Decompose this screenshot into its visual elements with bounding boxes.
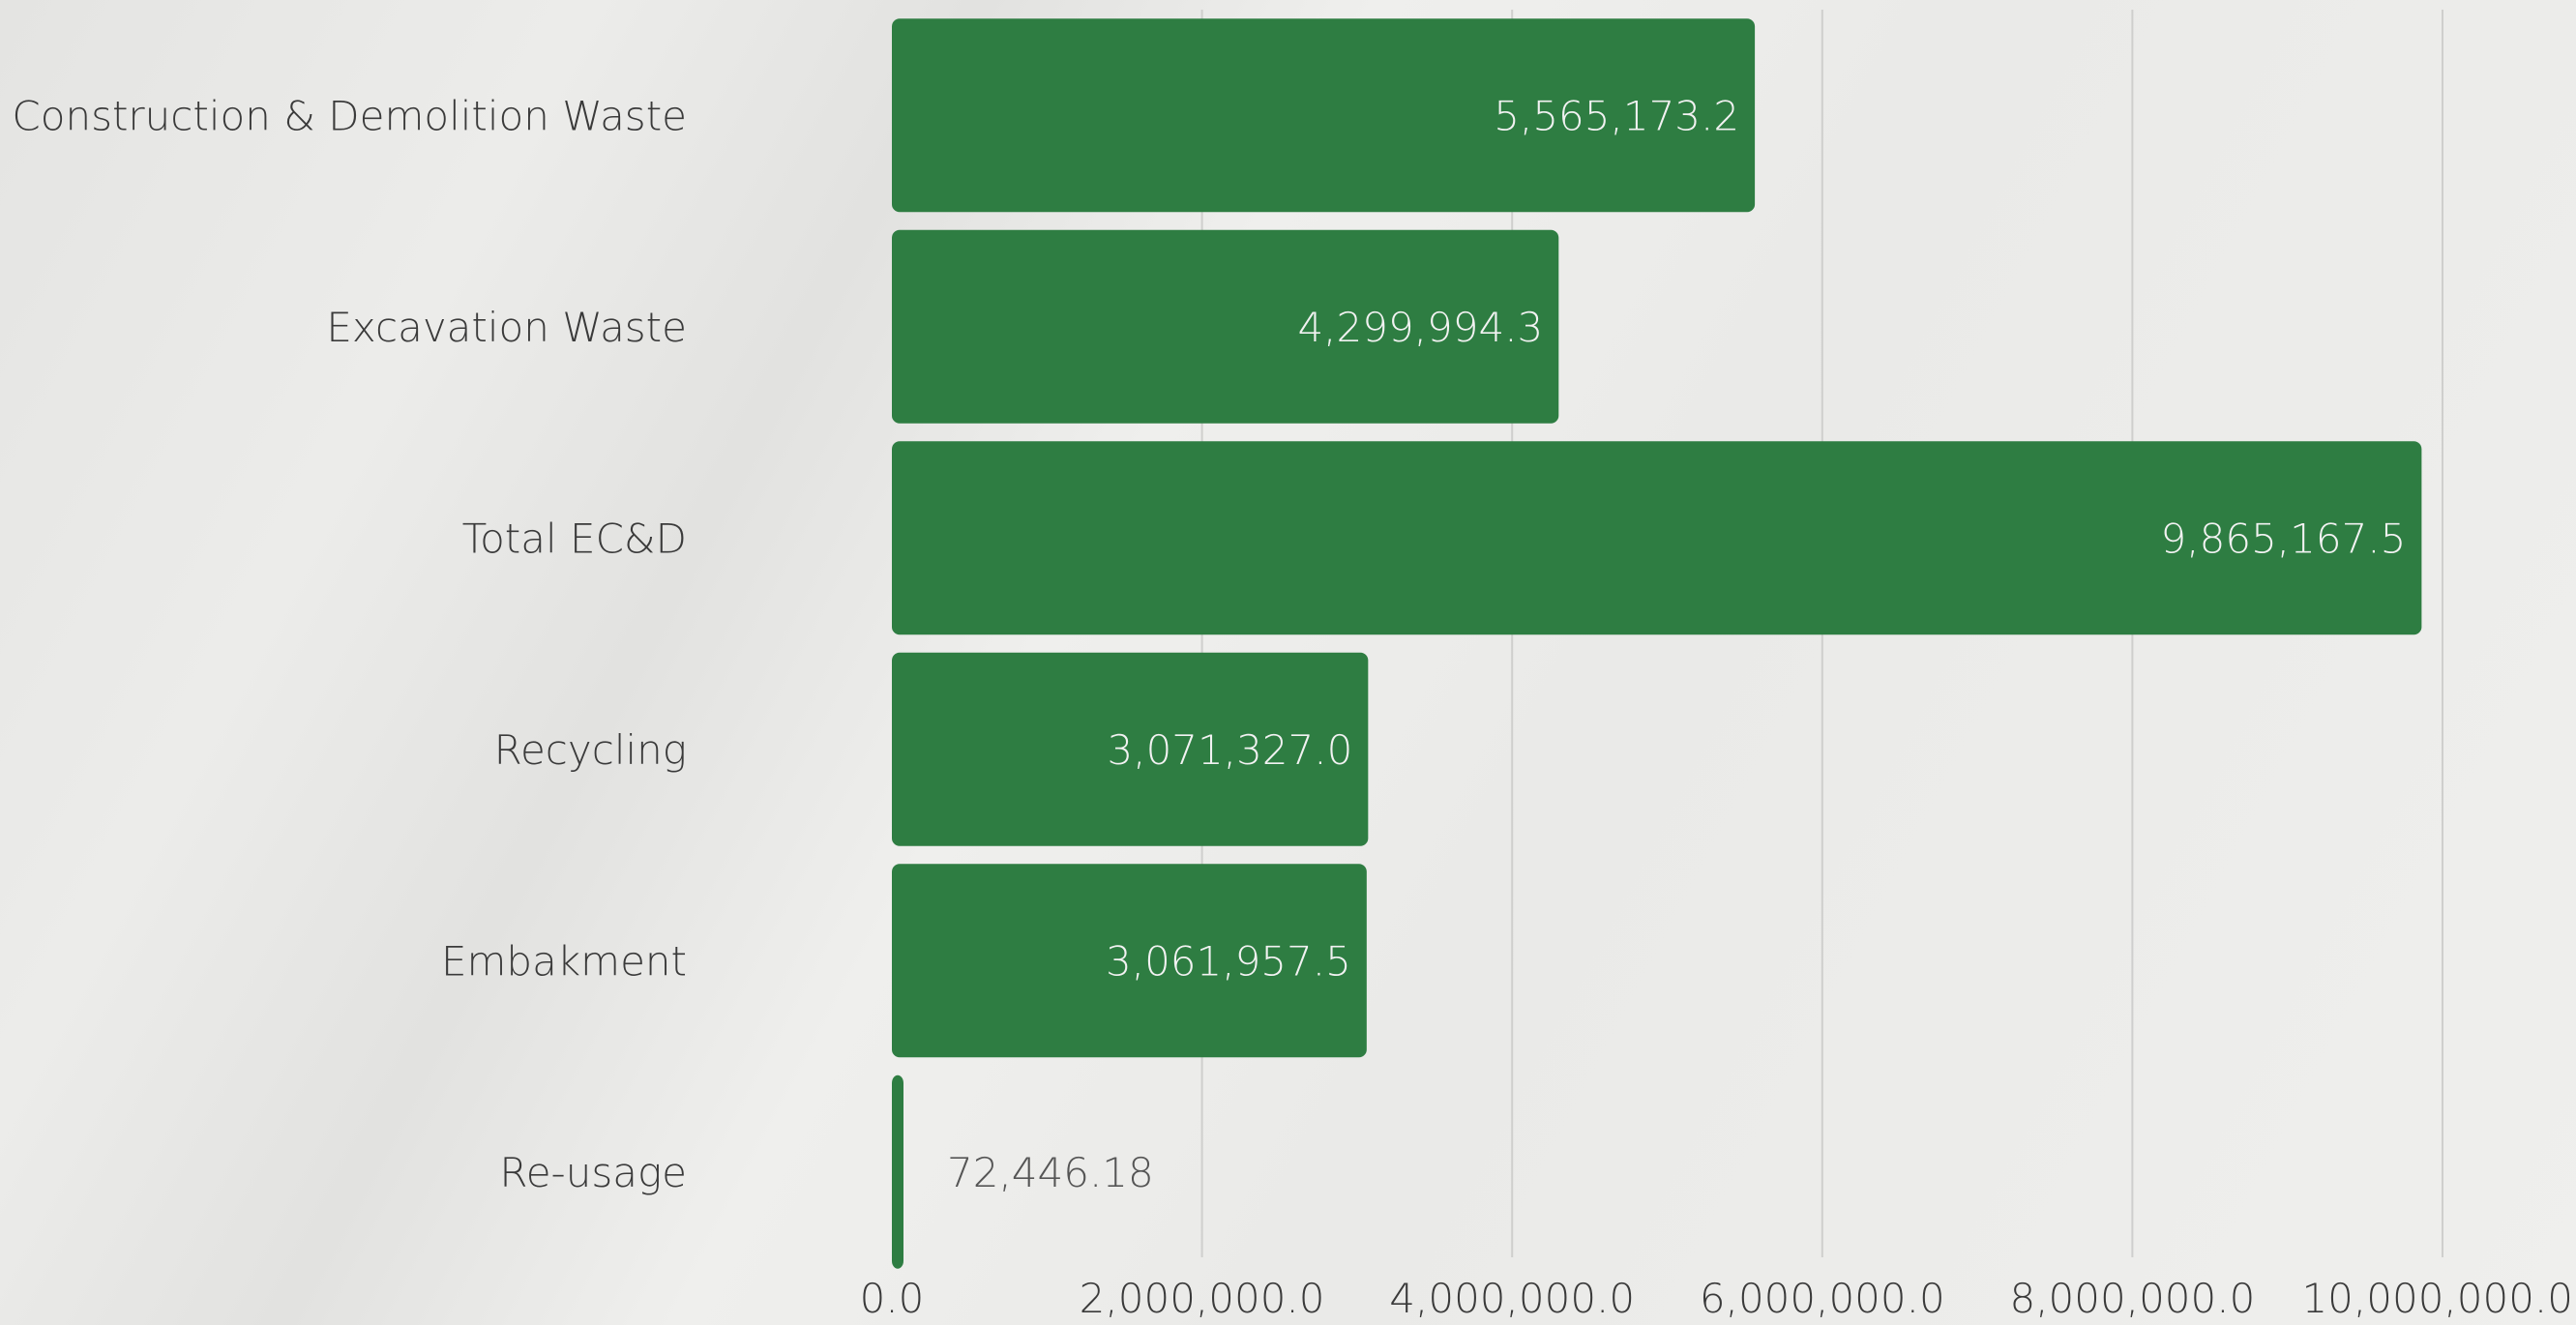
x-tick-label: 4,000,000.0: [1389, 1275, 1635, 1322]
x-tick-label: 2,000,000.0: [1080, 1275, 1325, 1322]
bar: [892, 864, 1367, 1058]
category-labels: Construction & Demolition Waste Excavatio…: [12, 92, 687, 1196]
bar: [892, 229, 1559, 424]
value-label: 9,865,167.5: [2161, 515, 2407, 562]
value-label: 72,446.18: [947, 1149, 1154, 1196]
category-label: Re-usage: [499, 1149, 687, 1196]
value-label: 3,071,327.0: [1108, 726, 1353, 774]
bar: [892, 18, 1756, 213]
category-label: Embakment: [441, 937, 687, 985]
category-label: Excavation Waste: [326, 304, 687, 351]
category-label: Recycling: [494, 726, 687, 774]
category-label: Construction & Demolition Waste: [12, 92, 687, 139]
bar: [892, 652, 1369, 846]
bar: [892, 441, 2422, 635]
bars: [892, 18, 2422, 1269]
category-label: Total EC&D: [462, 515, 687, 562]
value-label: 3,061,957.5: [1106, 937, 1351, 985]
x-axis-tick-labels: 0.0 2,000,000.0 4,000,000.0 6,000,000.0 8,00…: [860, 1275, 2573, 1322]
value-labels: 5,565,173.2 4,299,994.3 9,865,167.5 3,071,3…: [947, 92, 2406, 1196]
x-tick-label: 10,000,000.0: [2301, 1275, 2573, 1322]
x-tick-label: 6,000,000.0: [1700, 1275, 1945, 1322]
x-tick-label: 0.0: [860, 1275, 925, 1322]
value-label: 4,299,994.3: [1297, 304, 1543, 351]
x-tick-label: 8,000,000.0: [2009, 1275, 2255, 1322]
bar: [892, 1075, 903, 1269]
value-label: 5,565,173.2: [1494, 92, 1739, 139]
